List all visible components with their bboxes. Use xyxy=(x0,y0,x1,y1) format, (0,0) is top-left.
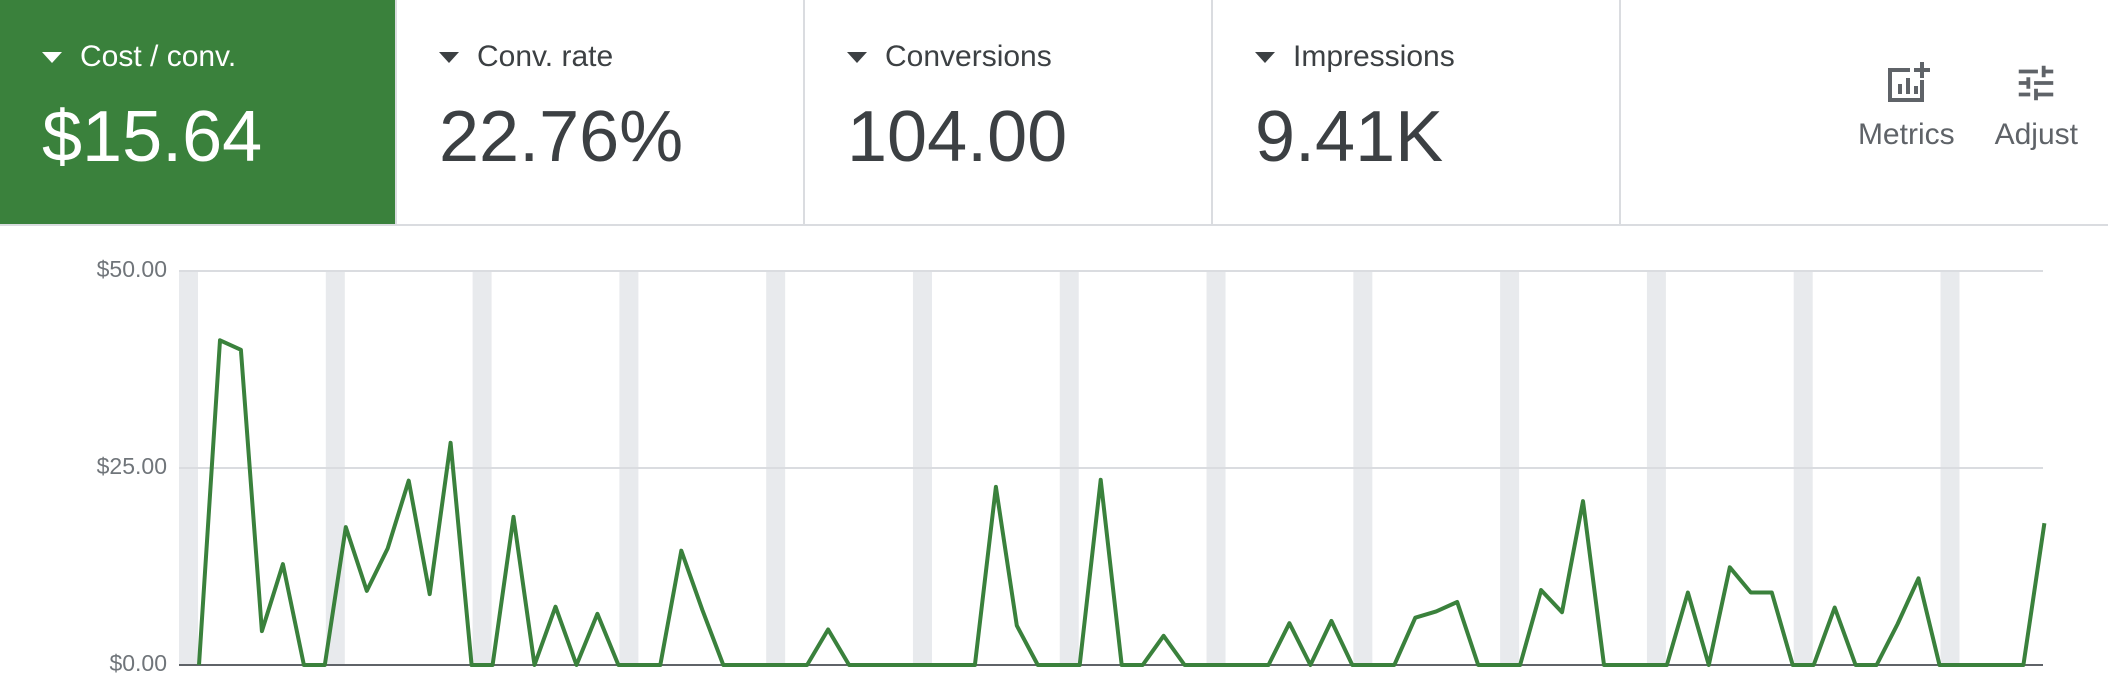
y-tick-label: $50.00 xyxy=(97,256,167,282)
metric-value: 104.00 xyxy=(847,97,1068,177)
metric-label-text: Cost / conv. xyxy=(80,40,237,73)
metric-card[interactable]: Cost / conv. $15.64 xyxy=(0,0,397,224)
button-label: Adjust xyxy=(1994,118,2078,151)
metric-card[interactable]: Conversions 104.00 xyxy=(805,0,1213,224)
adjust-icon xyxy=(2019,65,2054,101)
metric-label-text: Conv. rate xyxy=(477,40,614,73)
metric-label-text: Impressions xyxy=(1293,40,1455,73)
metric-label: Cost / conv. xyxy=(42,40,395,74)
data-line xyxy=(197,338,2047,667)
y-tick-label: $0.00 xyxy=(109,650,167,676)
metric-value: 9.41K xyxy=(1255,97,1444,177)
adjust-button[interactable]: Adjust xyxy=(1995,60,2078,224)
metric-card[interactable]: Impressions 9.41K xyxy=(1213,0,1621,224)
metrics-icon xyxy=(1888,62,1931,102)
metric-value: $15.64 xyxy=(42,97,263,177)
metrics-button[interactable]: Metrics xyxy=(1858,60,1955,224)
metric-label-text: Conversions xyxy=(885,40,1052,73)
metric-label: Conversions xyxy=(847,40,1211,74)
metric-label: Impressions xyxy=(1255,40,1619,74)
metric-value: 22.76% xyxy=(439,97,684,177)
metric-bar: Cost / conv. $15.64 Conv. rate 22.76% Conver… xyxy=(0,0,2108,226)
metric-label: Conv. rate xyxy=(439,40,803,74)
toolbar: Metrics Adjust xyxy=(1621,0,2108,224)
metric-card[interactable]: Conv. rate 22.76% xyxy=(397,0,805,224)
button-label: Metrics xyxy=(1857,118,1955,151)
y-tick-label: $25.00 xyxy=(97,453,167,479)
